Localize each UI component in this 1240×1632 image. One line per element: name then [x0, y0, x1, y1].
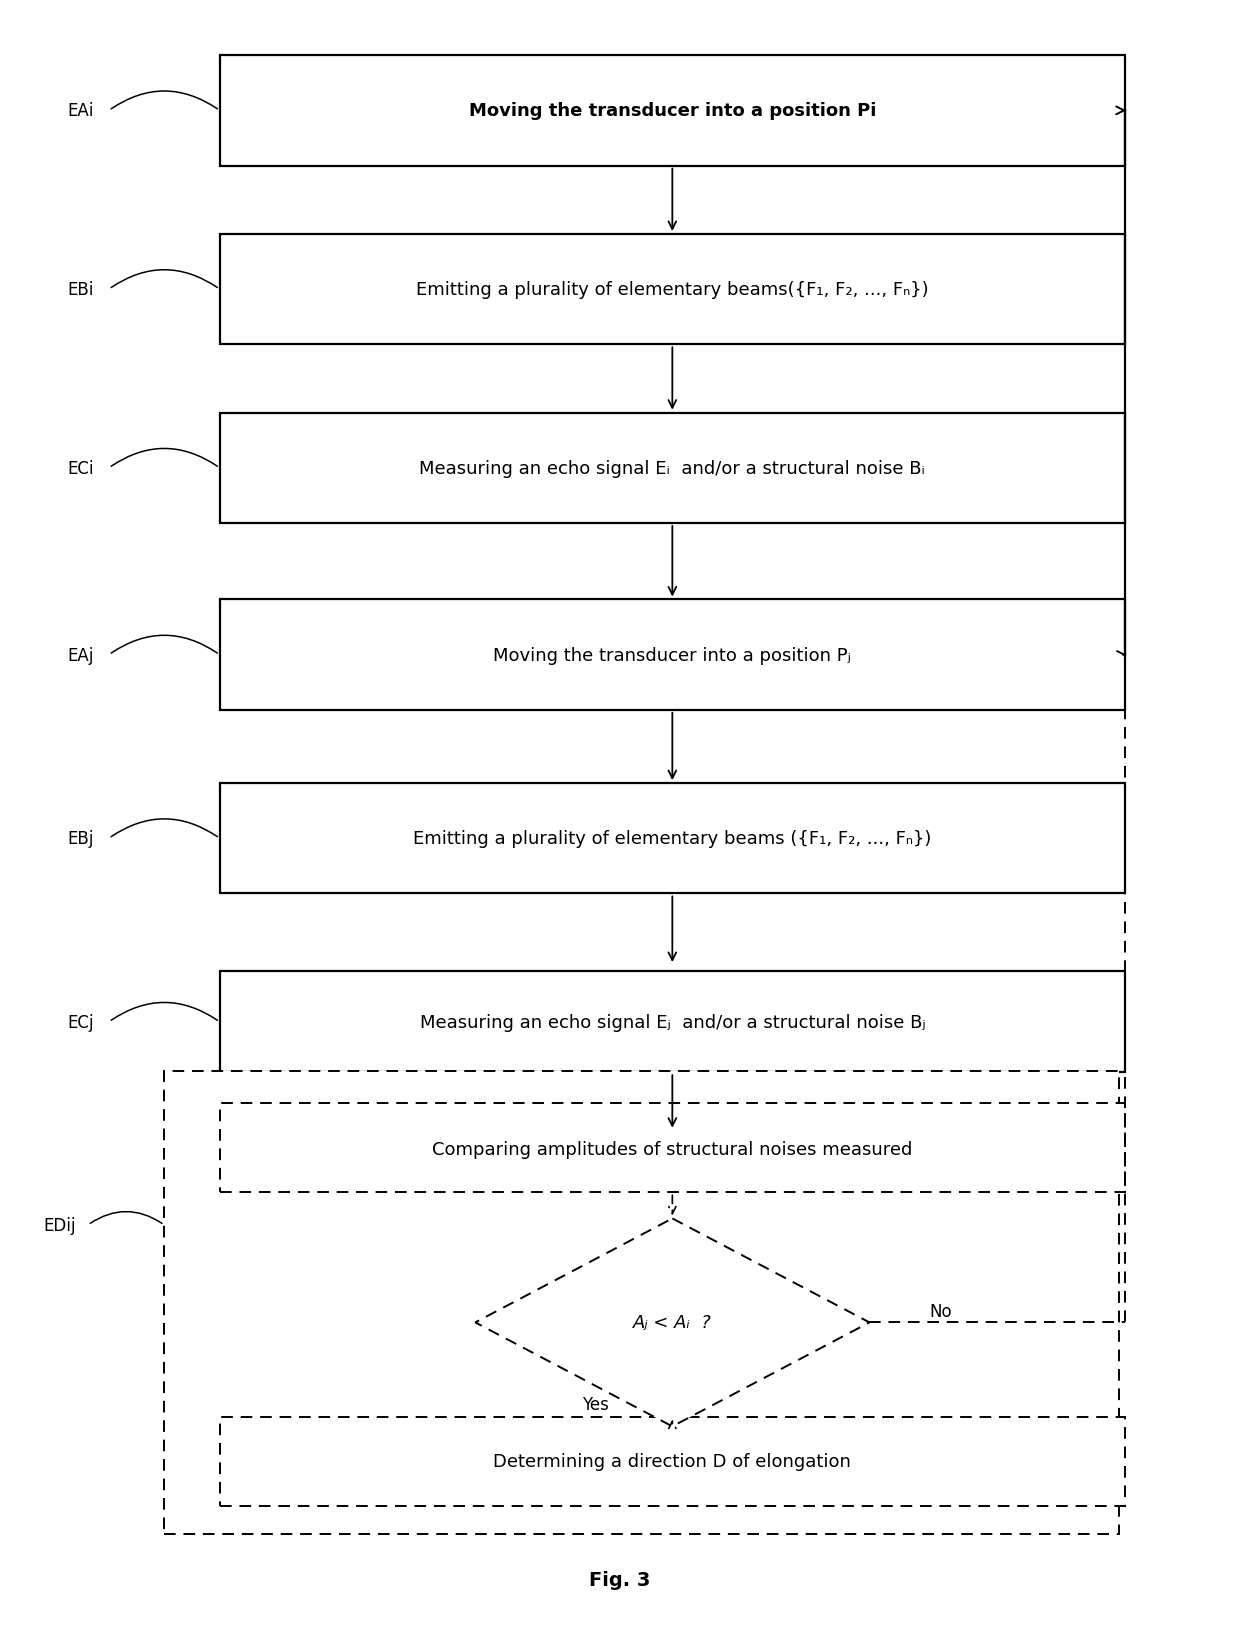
Text: Aⱼ < Aᵢ  ?: Aⱼ < Aᵢ ?: [632, 1314, 712, 1332]
Text: Measuring an echo signal Eᵢ  and/or a structural noise Bᵢ: Measuring an echo signal Eᵢ and/or a str…: [419, 460, 925, 478]
Text: EAi: EAi: [67, 103, 94, 121]
Text: EDij: EDij: [43, 1216, 76, 1234]
Bar: [219, 413, 1125, 524]
Text: EAj: EAj: [67, 646, 94, 664]
Bar: [219, 1417, 1125, 1506]
Bar: [219, 973, 1125, 1072]
Text: No: No: [929, 1302, 951, 1320]
Text: Emitting a plurality of elementary beams({F₁, F₂, ..., Fₙ}): Emitting a plurality of elementary beams…: [417, 281, 929, 299]
Text: Fig. 3: Fig. 3: [589, 1570, 651, 1588]
Text: Moving the transducer into a position Pi: Moving the transducer into a position Pi: [469, 103, 875, 121]
Bar: [219, 783, 1125, 894]
Text: Moving the transducer into a position Pⱼ: Moving the transducer into a position Pⱼ: [494, 646, 852, 664]
Bar: [219, 601, 1125, 710]
Text: Yes: Yes: [582, 1395, 609, 1413]
Text: Emitting a plurality of elementary beams ({F₁, F₂, ..., Fₙ}): Emitting a plurality of elementary beams…: [413, 829, 931, 847]
Bar: [219, 235, 1125, 344]
Text: EBj: EBj: [67, 829, 94, 847]
Text: Determining a direction D of elongation: Determining a direction D of elongation: [494, 1452, 852, 1470]
Text: Comparing amplitudes of structural noises measured: Comparing amplitudes of structural noise…: [433, 1139, 913, 1157]
Bar: [219, 55, 1125, 166]
Bar: [164, 1071, 1118, 1534]
Text: ECj: ECj: [67, 1013, 94, 1031]
Text: Measuring an echo signal Eⱼ  and/or a structural noise Bⱼ: Measuring an echo signal Eⱼ and/or a str…: [419, 1013, 925, 1031]
Text: EBi: EBi: [67, 281, 94, 299]
Text: ECi: ECi: [67, 460, 94, 478]
Polygon shape: [475, 1219, 869, 1426]
Bar: [219, 1103, 1125, 1193]
